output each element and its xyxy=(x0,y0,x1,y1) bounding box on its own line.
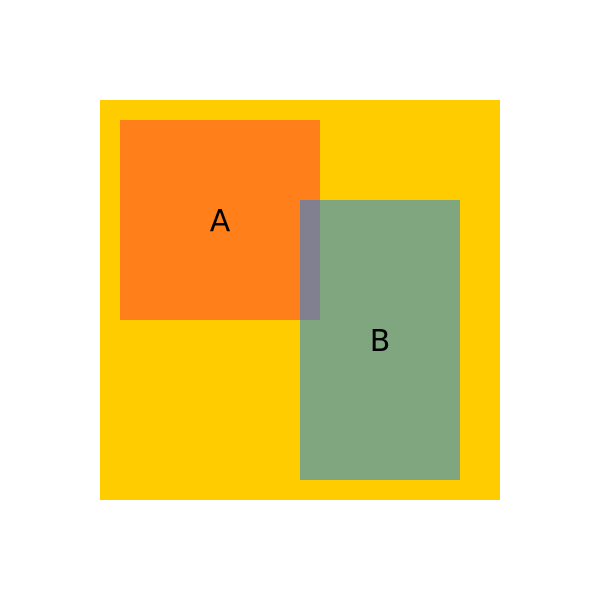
rectangle-a-label: A xyxy=(209,204,231,239)
rectangle-b xyxy=(300,200,460,480)
rectangle-a xyxy=(120,120,320,320)
overlap-region xyxy=(300,200,320,320)
rectangle-b-label: B xyxy=(369,324,391,359)
